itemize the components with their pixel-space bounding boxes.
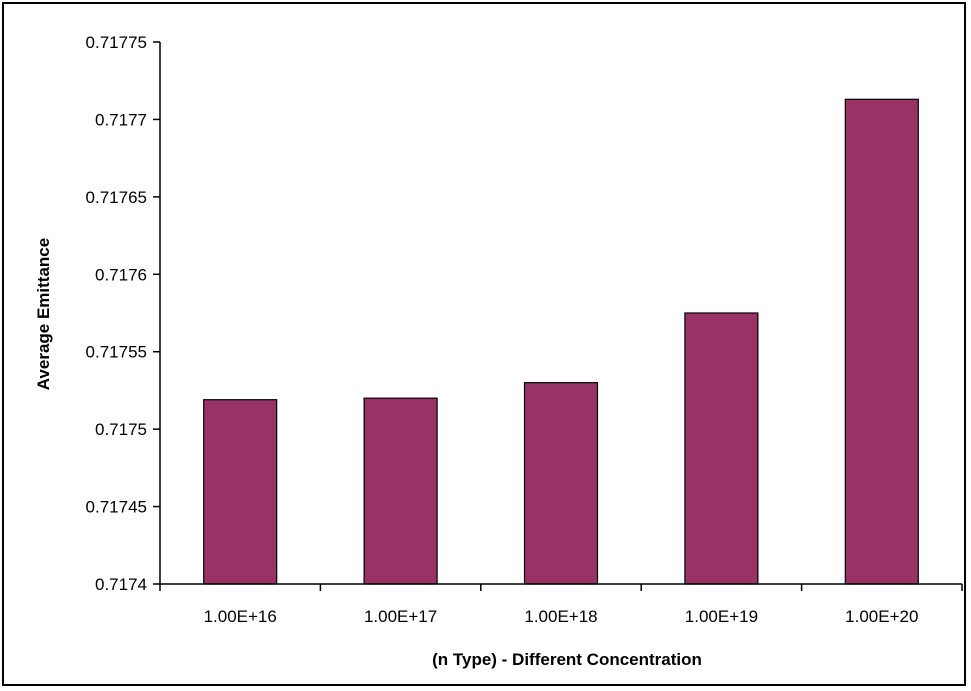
y-tick-label: 0.71755	[86, 343, 147, 362]
x-tick-label: 1.00E+19	[685, 607, 758, 626]
y-tick-label: 0.7174	[95, 575, 147, 594]
bar-1.00E+17	[363, 397, 438, 585]
bar-1.00E+16	[203, 399, 278, 585]
y-tick-label: 0.7177	[95, 110, 147, 129]
bar-1.00E+20	[844, 98, 919, 585]
x-tick-label: 1.00E+20	[845, 607, 918, 626]
bar-1.00E+18	[523, 382, 599, 585]
y-axis-title: Average Emittance	[34, 238, 53, 390]
x-axis-ticks: 1.00E+16 1.00E+17 1.00E+18 1.00E+19 1.00E+20	[159, 584, 963, 626]
x-tick-label: 1.00E+16	[204, 607, 277, 626]
y-tick-label: 0.7176	[95, 265, 147, 284]
x-axis-title: (n Type) - Different Concentration	[432, 650, 702, 669]
bar-1.00E+19	[684, 312, 759, 585]
y-axis-ticks: 0.7174 0.71745 0.7175 0.71755 0.7176 0.71765 0…	[86, 33, 160, 594]
x-tick-label: 1.00E+17	[364, 607, 437, 626]
y-tick-label: 0.71775	[86, 33, 147, 52]
y-tick-label: 0.71745	[86, 498, 147, 517]
x-tick-label: 1.00E+18	[524, 607, 597, 626]
bars	[203, 98, 919, 585]
y-tick-label: 0.7175	[95, 420, 147, 439]
y-tick-label: 0.71765	[86, 188, 147, 207]
